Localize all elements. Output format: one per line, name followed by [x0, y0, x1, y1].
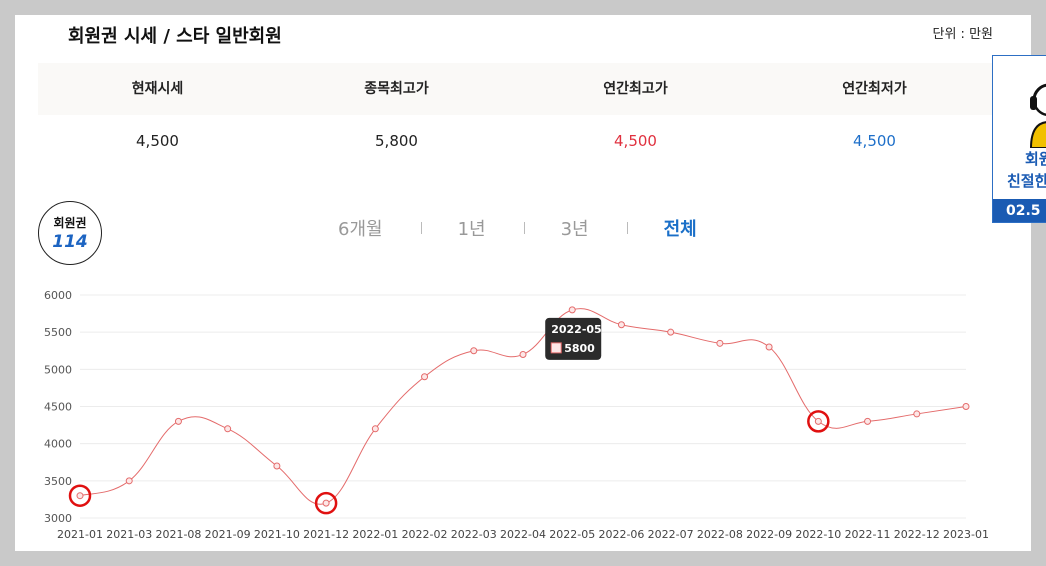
stat-label-annual-low: 연간최저가: [842, 81, 907, 97]
x-tick-label: 2022-03: [451, 528, 497, 541]
x-tick-label: 2022-05: [549, 528, 595, 541]
data-point: [814, 417, 822, 425]
y-tick-label: 4500: [44, 401, 72, 414]
x-tick-label: 2021-10: [254, 528, 300, 541]
data-point: [224, 425, 232, 433]
highlight-circle: [68, 484, 92, 507]
x-tick-label: 2022-09: [746, 528, 792, 541]
x-tick-label: 2022-11: [845, 528, 891, 541]
x-tick-label: 2023-01: [943, 528, 989, 541]
tab-divider: [523, 222, 525, 234]
period-tabs: 6개월 1년 3년 전체: [338, 215, 697, 241]
x-tick-label: 2021-08: [155, 528, 201, 541]
x-tick-label: 2022-06: [598, 528, 644, 541]
banner-text-1: 회원: [1025, 150, 1046, 168]
data-point: [617, 321, 625, 329]
stat-value-all-time-high: 5,800: [375, 132, 418, 150]
x-tick-label: 2022-10: [795, 528, 841, 541]
x-tick-label: 2022-12: [894, 528, 940, 541]
data-point: [174, 417, 182, 425]
stat-value-annual-high: 4,500: [614, 132, 657, 150]
x-tick-label: 2022-01: [352, 528, 398, 541]
y-tick-label: 5500: [44, 326, 72, 339]
price-panel: 회원권 시세 / 스타 일반회원 단위 : 만원 현재시세 종목최고가 연간최고…: [15, 15, 1031, 551]
page-title: 회원권 시세 / 스타 일반회원: [68, 26, 282, 47]
brand-logo: 회원권 114: [38, 201, 102, 265]
x-tick-label: 2021-12: [303, 528, 349, 541]
stats-header-row: 현재시세 종목최고가 연간최고가 연간최저가: [38, 63, 994, 115]
x-tick-label: 2022-07: [648, 528, 694, 541]
y-tick-label: 4000: [44, 438, 72, 451]
stats-value-row: 4,500 5,800 4,500 4,500: [38, 119, 994, 163]
banner-phone: 02.5: [993, 199, 1046, 222]
data-point: [322, 499, 330, 507]
data-point: [913, 410, 921, 418]
tab-1-year[interactable]: 1년: [457, 219, 486, 240]
y-tick-label: 5000: [44, 363, 72, 376]
tab-all[interactable]: 전체: [663, 219, 697, 240]
tab-divider: [420, 222, 422, 234]
x-tick-label: 2022-04: [500, 528, 546, 541]
unit-label: 단위 : 만원: [932, 27, 994, 42]
y-tick-label: 3000: [44, 512, 72, 525]
logo-text: 회원권: [53, 216, 87, 230]
x-tick-label: 2021-09: [205, 528, 251, 541]
data-point: [470, 347, 478, 355]
highlight-circle: [314, 491, 338, 515]
data-point: [568, 306, 576, 314]
tooltip-value: 5800: [564, 342, 595, 355]
y-tick-label: 6000: [44, 289, 72, 302]
stat-label-current: 현재시세: [131, 81, 184, 97]
data-point: [273, 462, 281, 470]
data-point: [962, 403, 970, 410]
data-point: [519, 350, 527, 358]
tab-6-months[interactable]: 6개월: [338, 219, 383, 240]
x-tick-label: 2022-02: [402, 528, 448, 541]
data-point: [76, 492, 84, 500]
highlight-circle: [807, 410, 830, 433]
tab-divider: [626, 222, 628, 234]
tooltip-swatch: [550, 342, 562, 354]
stat-value-annual-low: 4,500: [853, 132, 896, 150]
stat-value-current: 4,500: [136, 132, 179, 150]
x-tick-label: 2021-03: [106, 528, 152, 541]
stat-label-all-time-high: 종목최고가: [364, 81, 429, 97]
x-tick-label: 2021-01: [57, 528, 103, 541]
operator-headset-icon: [1029, 83, 1046, 148]
tooltip-category: 2022-05: [551, 323, 602, 336]
data-point: [716, 339, 724, 347]
data-point: [421, 373, 429, 381]
logo-number: 114: [52, 232, 88, 252]
banner-text-2: 친절한: [1007, 172, 1046, 190]
stat-label-annual-high: 연간최고가: [603, 81, 668, 97]
data-point: [667, 328, 675, 336]
tab-3-years[interactable]: 3년: [560, 219, 589, 240]
data-point: [371, 425, 379, 433]
x-tick-label: 2022-08: [697, 528, 743, 541]
data-point: [125, 477, 133, 485]
side-banner[interactable]: 회원 친절한 02.5: [992, 55, 1046, 223]
data-point: [765, 343, 773, 351]
data-point: [864, 417, 872, 425]
y-tick-label: 3500: [44, 475, 72, 488]
